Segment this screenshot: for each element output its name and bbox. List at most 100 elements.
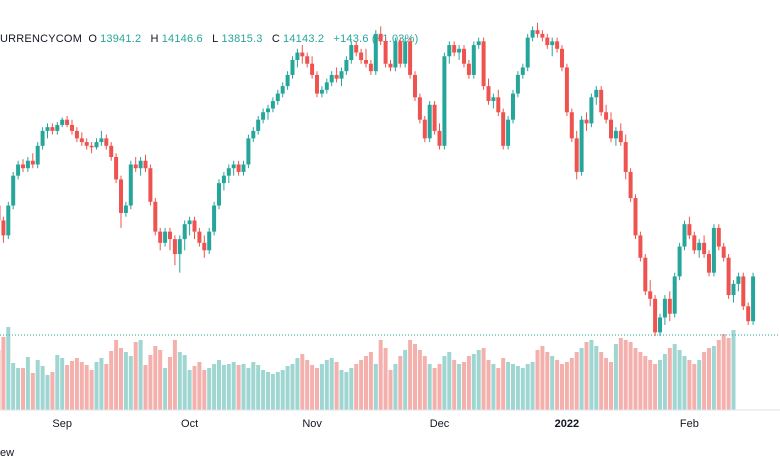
- volume-bar: [231, 362, 236, 410]
- volume-bar: [731, 330, 736, 410]
- candle-body: [70, 124, 74, 131]
- volume-bar: [417, 350, 422, 410]
- candle: [604, 104, 609, 124]
- candle-body: [496, 97, 501, 113]
- x-tick-label: 2022: [555, 418, 579, 430]
- candle: [564, 63, 569, 116]
- candle: [285, 71, 290, 90]
- candle-body: [594, 89, 599, 98]
- low-value: 13815.3: [221, 33, 263, 45]
- candle-body: [143, 160, 148, 169]
- candle: [143, 154, 148, 172]
- volume-bar: [638, 352, 643, 410]
- volume-bar: [109, 351, 114, 410]
- candle-body: [329, 74, 334, 83]
- volume-bar: [84, 365, 89, 410]
- volume-bar: [579, 348, 584, 410]
- candle: [609, 112, 613, 143]
- volume-bar: [187, 370, 192, 410]
- volume-bar: [658, 360, 662, 410]
- candle: [422, 115, 427, 143]
- candle-body: [251, 130, 256, 139]
- volume-bar: [192, 366, 197, 410]
- candle: [354, 41, 359, 57]
- volume-bar: [574, 352, 579, 410]
- candle: [746, 302, 751, 325]
- candle-body: [422, 119, 427, 139]
- candle: [594, 86, 599, 105]
- candle-body: [236, 164, 241, 172]
- candle: [491, 93, 496, 109]
- volume-bar: [662, 354, 667, 410]
- volume-bar: [30, 373, 35, 410]
- candle: [716, 224, 721, 251]
- candle: [168, 227, 172, 251]
- candle: [633, 194, 638, 240]
- candle-body: [207, 231, 212, 251]
- volume-bar: [687, 360, 692, 410]
- candle: [403, 37, 408, 68]
- candle-body: [398, 41, 403, 64]
- candle: [648, 280, 653, 307]
- candle: [726, 254, 731, 299]
- x-axis-ticks: Sep Oct Nov Dec 2022 Feb: [52, 418, 698, 430]
- candle-body: [368, 63, 373, 72]
- candle: [74, 127, 79, 143]
- volume-bar: [672, 344, 677, 410]
- candle: [241, 160, 246, 176]
- volume-bar: [447, 352, 452, 410]
- candle: [569, 108, 574, 143]
- candle-body: [511, 93, 515, 120]
- volume-bar: [172, 340, 177, 410]
- candle-body: [731, 283, 736, 296]
- candle-body: [11, 175, 16, 206]
- candle: [417, 93, 422, 124]
- candle: [266, 104, 270, 120]
- volume-bar: [207, 368, 212, 410]
- candle-body: [417, 97, 422, 120]
- candle-body: [261, 112, 266, 120]
- candle-body: [525, 37, 530, 68]
- volume-bar: [45, 375, 50, 410]
- volume-bar: [613, 344, 618, 410]
- candle-body: [388, 63, 393, 68]
- volume-bar: [74, 358, 79, 410]
- candle-body: [658, 317, 662, 333]
- candle-body: [6, 205, 11, 236]
- candle: [123, 201, 128, 217]
- volume-bar: [403, 350, 408, 410]
- candle-body: [672, 276, 677, 314]
- volume-bar: [89, 370, 94, 410]
- volume-bar: [359, 360, 364, 410]
- volume-bar: [128, 356, 133, 410]
- candle-body: [589, 97, 594, 124]
- candle-body: [104, 138, 109, 146]
- candle-body: [226, 168, 231, 176]
- candle-body: [643, 257, 648, 292]
- candle-body: [584, 119, 589, 124]
- candle: [207, 227, 212, 255]
- candle-body: [246, 138, 251, 165]
- candle-body: [153, 201, 158, 232]
- candle-body: [359, 52, 364, 60]
- candle-body: [550, 41, 555, 46]
- volume-bar: [315, 368, 319, 410]
- candle: [40, 127, 45, 150]
- candle-body: [457, 48, 462, 53]
- volume-bar: [408, 340, 413, 410]
- candle-body: [530, 30, 535, 38]
- candle: [334, 67, 339, 83]
- volume-bar: [349, 368, 354, 410]
- candle: [682, 220, 687, 251]
- candle-body: [574, 138, 579, 172]
- candle-body: [339, 71, 344, 79]
- candle: [187, 216, 192, 236]
- close-value: 14143.2: [283, 33, 325, 45]
- candle-body: [466, 63, 471, 75]
- volume-bar: [285, 366, 290, 410]
- volume-bar: [506, 362, 511, 410]
- candle-body: [403, 41, 408, 64]
- candle: [662, 295, 667, 325]
- volume-bar: [648, 360, 653, 410]
